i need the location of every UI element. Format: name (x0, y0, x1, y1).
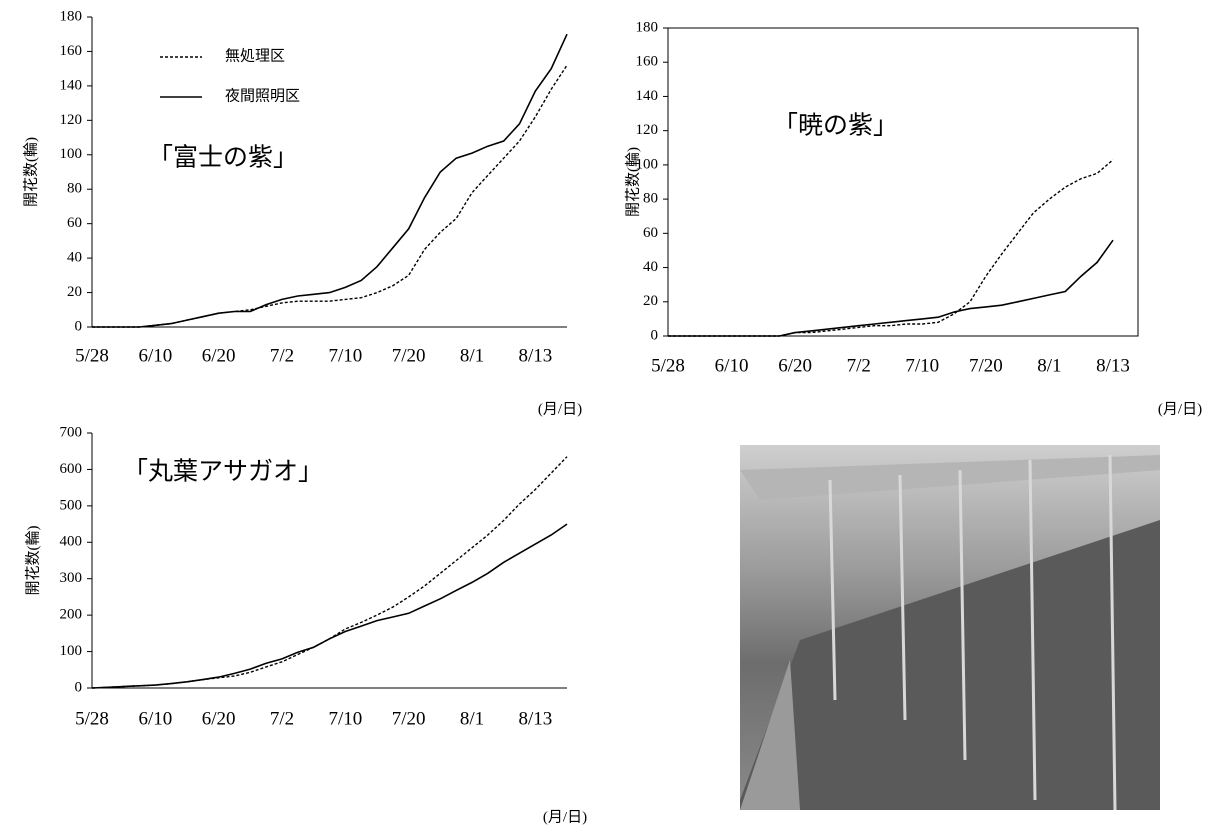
series-line (92, 34, 567, 327)
series-line (92, 65, 567, 327)
x-tick-label: 8/13 (518, 708, 552, 729)
x-tick-label: 7/10 (328, 708, 362, 729)
x-tick-label: 7/10 (328, 345, 362, 366)
figure: 0 20 40 60 80 100 120 140 160 180 5/28 6/10 6/20 7/2 7… (0, 0, 1221, 834)
x-tick-label: 6/20 (778, 355, 812, 376)
x-tick-label: 6/10 (715, 355, 749, 376)
y-tick-label: 60 (643, 225, 658, 241)
x-tick-label: 5/28 (651, 355, 685, 376)
y-tick-label: 60 (67, 215, 82, 231)
x-tick-label: 6/10 (138, 708, 172, 729)
chart: 0 20 40 60 80 100 120 140 160 180 5/28 6/10 6/20 7/2 7… (22, 8, 582, 417)
y-tick-label: 0 (651, 327, 659, 343)
legend-label: 夜間照明区 (225, 87, 300, 104)
photo (740, 445, 1160, 810)
y-tick-label: 180 (636, 19, 659, 35)
x-tick-label: 8/13 (518, 345, 552, 366)
y-tick-label: 100 (60, 643, 83, 659)
series-line (92, 524, 567, 688)
x-tick-label: 6/20 (202, 708, 236, 729)
chart: 0 100 200 300 400 500 600 700 5/28 6/10 6/20 7/2 7/1… (24, 424, 587, 825)
y-tick-label: 700 (60, 424, 83, 440)
y-tick-label: 140 (60, 77, 83, 93)
y-tick-label: 80 (67, 181, 82, 197)
series-line (92, 457, 567, 688)
x-tick-label: 8/1 (460, 708, 484, 729)
annotation: 「丸葉アサガオ」 (123, 458, 323, 486)
y-tick-label: 500 (60, 497, 83, 513)
series-line (668, 160, 1113, 336)
x-axis-label: (月/日) (1158, 401, 1202, 417)
x-tick-label: 7/20 (392, 708, 426, 729)
y-tick-label: 600 (60, 461, 83, 477)
y-tick-label: 20 (67, 284, 82, 300)
x-axis-label: (月/日) (538, 401, 582, 417)
x-tick-label: 7/10 (905, 355, 939, 376)
y-tick-label: 80 (643, 191, 658, 207)
y-axis-label: 開花数(輪) (22, 137, 39, 207)
x-tick-label: 6/20 (202, 345, 236, 366)
y-tick-label: 200 (60, 607, 83, 623)
x-tick-label: 6/10 (138, 345, 172, 366)
x-tick-label: 8/1 (460, 345, 484, 366)
x-tick-label: 5/28 (75, 345, 109, 366)
annotation: 「富士の紫」 (148, 144, 298, 172)
y-tick-label: 20 (643, 293, 658, 309)
series-line (668, 240, 1113, 336)
y-tick-label: 0 (75, 679, 83, 695)
y-tick-label: 100 (60, 146, 83, 162)
x-tick-label: 8/13 (1096, 355, 1130, 376)
y-tick-label: 400 (60, 534, 83, 550)
y-tick-label: 120 (60, 112, 83, 128)
y-tick-label: 180 (60, 8, 83, 24)
y-tick-label: 0 (75, 318, 83, 334)
x-tick-label: 7/2 (270, 345, 294, 366)
legend-label: 無処理区 (225, 47, 285, 64)
x-tick-label: 7/20 (969, 355, 1003, 376)
annotation: 「暁の紫」 (773, 112, 898, 140)
y-tick-label: 40 (643, 259, 658, 275)
x-tick-label: 7/2 (847, 355, 871, 376)
y-axis-label: 開花数(輪) (24, 526, 41, 596)
x-tick-label: 8/1 (1037, 355, 1061, 376)
y-tick-label: 300 (60, 570, 83, 586)
y-axis-label: 開花数(輪) (624, 147, 641, 217)
x-tick-label: 7/2 (270, 708, 294, 729)
y-tick-label: 140 (636, 88, 659, 104)
y-tick-label: 40 (67, 250, 82, 266)
x-tick-label: 5/28 (75, 708, 109, 729)
y-tick-label: 120 (636, 122, 659, 138)
x-tick-label: 7/20 (392, 345, 426, 366)
y-tick-label: 160 (60, 43, 83, 59)
y-tick-label: 160 (636, 54, 659, 70)
x-axis-label: (月/日) (543, 809, 587, 825)
